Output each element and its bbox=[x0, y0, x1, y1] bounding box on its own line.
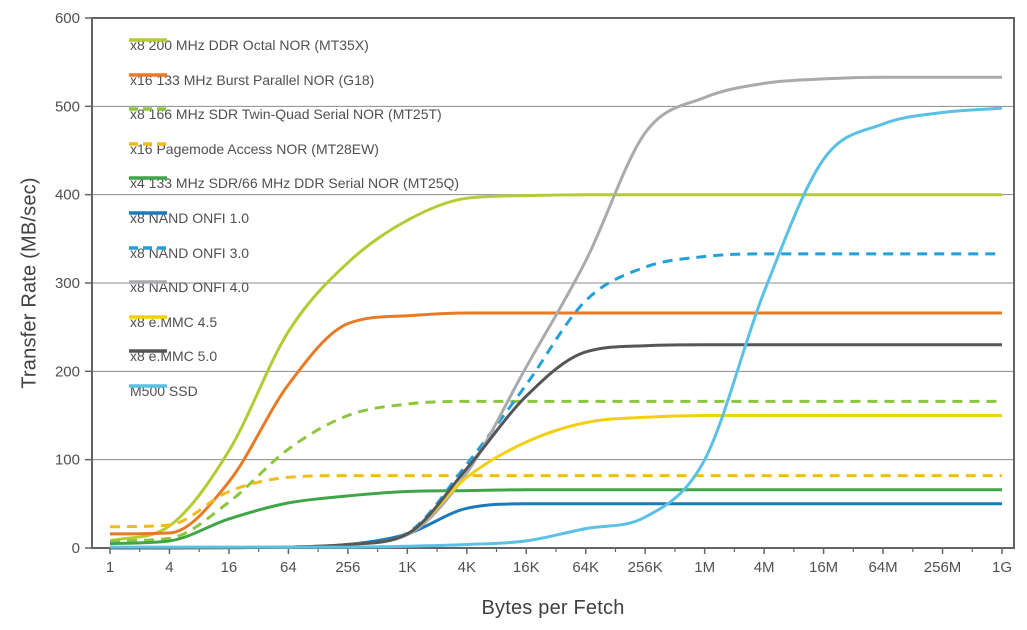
y-tick-label-400: 400 bbox=[55, 187, 80, 204]
x-tick-label-256K: 256K bbox=[628, 559, 663, 576]
y-tick-label-200: 200 bbox=[55, 363, 80, 380]
x-tick-label-16: 16 bbox=[221, 559, 238, 576]
x-tick-label-64K: 64K bbox=[572, 559, 599, 576]
x-tick-label-1M: 1M bbox=[694, 559, 715, 576]
series-curve-mt25q bbox=[109, 488, 1002, 546]
series-curve-emmc45 bbox=[109, 414, 1003, 550]
y-axis-title: Transfer Rate (MB/sec) bbox=[18, 177, 41, 389]
y-tick-label-100: 100 bbox=[55, 452, 80, 469]
series-curve-onfi1 bbox=[109, 502, 1002, 550]
x-tick-label-1: 1 bbox=[106, 559, 114, 576]
y-tick-label-600: 600 bbox=[55, 10, 80, 27]
x-tick-label-1G: 1G bbox=[992, 559, 1012, 576]
x-axis-title: Bytes per Fetch bbox=[481, 597, 625, 619]
y-tick-label-300: 300 bbox=[55, 275, 80, 292]
series-curve-mt28ew bbox=[109, 474, 1002, 529]
x-tick-label-1K: 1K bbox=[398, 559, 416, 576]
x-tick-label-4: 4 bbox=[165, 559, 173, 576]
x-tick-label-64M: 64M bbox=[868, 559, 897, 576]
x-tick-label-4K: 4K bbox=[458, 559, 476, 576]
x-tick-label-16K: 16K bbox=[513, 559, 540, 576]
series-curve-emmc50 bbox=[109, 343, 1002, 550]
y-tick-label-0: 0 bbox=[72, 540, 80, 557]
series-curve-m500 bbox=[110, 106, 1003, 549]
series-curve-mt35x bbox=[109, 193, 1002, 543]
series-curve-mt25t bbox=[109, 399, 1002, 543]
x-tick-label-4M: 4M bbox=[754, 559, 775, 576]
x-tick-label-256M: 256M bbox=[924, 559, 962, 576]
x-tick-label-16M: 16M bbox=[809, 559, 838, 576]
y-tick-label-500: 500 bbox=[55, 98, 80, 115]
series-curve-g18 bbox=[109, 311, 1002, 536]
x-tick-label-64: 64 bbox=[280, 559, 297, 576]
x-tick-label-256: 256 bbox=[335, 559, 360, 576]
